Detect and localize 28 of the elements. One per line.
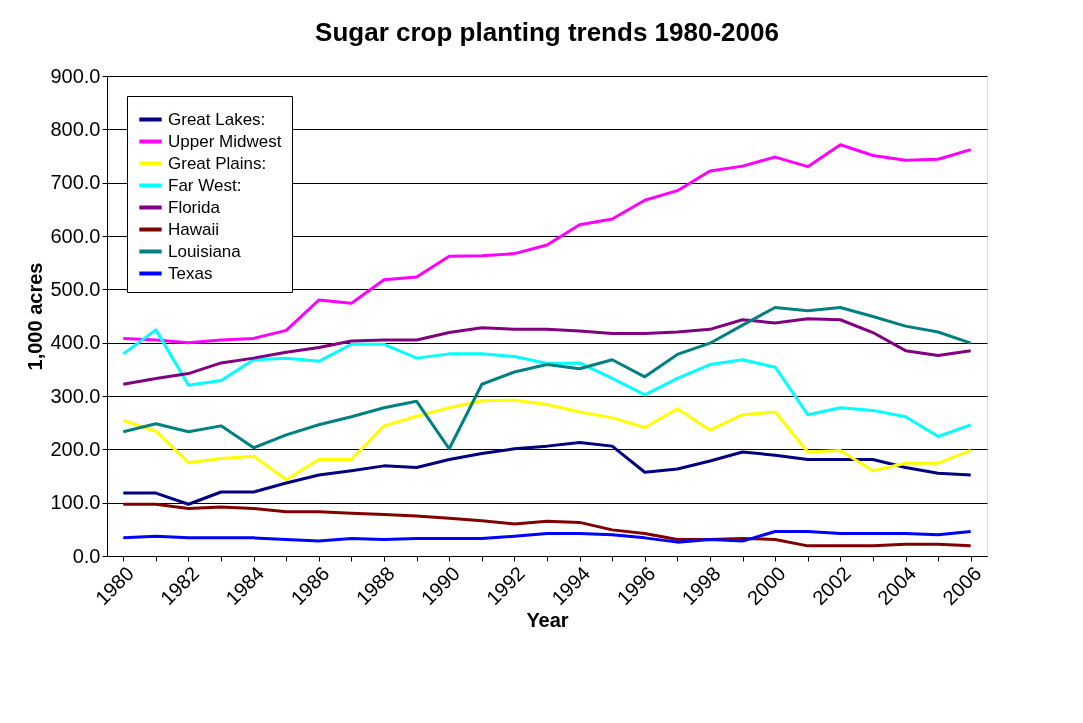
legend-label: Upper Midwest [168, 131, 282, 151]
legend-label: Texas [168, 263, 213, 283]
y-axis-title: 1,000 acres [24, 262, 47, 371]
y-tick-label: 300.0 [50, 384, 101, 407]
line-series [121, 502, 973, 548]
y-tick-label: 100.0 [50, 491, 101, 514]
legend-label: Louisiana [168, 241, 242, 261]
y-tick-label: 900.0 [50, 64, 101, 87]
y-tick-label: 500.0 [50, 277, 101, 300]
y-tick-label: 800.0 [50, 117, 101, 140]
y-tick-label: 700.0 [50, 171, 101, 194]
legend-label: Florida [168, 197, 221, 217]
legend-label: Far West: [168, 175, 242, 195]
y-tick-label: 600.0 [50, 224, 101, 247]
line-series [121, 317, 973, 386]
y-tick-label: 400.0 [50, 331, 101, 354]
y-tick-label: 0.0 [72, 544, 101, 567]
y-tick-label: 200.0 [50, 437, 101, 460]
legend-label: Great Plains: [168, 153, 267, 173]
legend-label: Hawaii [168, 219, 220, 239]
x-axis-title: Year [526, 609, 569, 632]
legend-label: Great Lakes: [168, 109, 266, 129]
line-series [121, 440, 973, 506]
line-series [121, 529, 973, 544]
line-series [121, 398, 973, 482]
line-series [121, 328, 973, 439]
chart-title: Sugar crop planting trends 1980-2006 [315, 17, 779, 47]
line-series [121, 305, 973, 451]
